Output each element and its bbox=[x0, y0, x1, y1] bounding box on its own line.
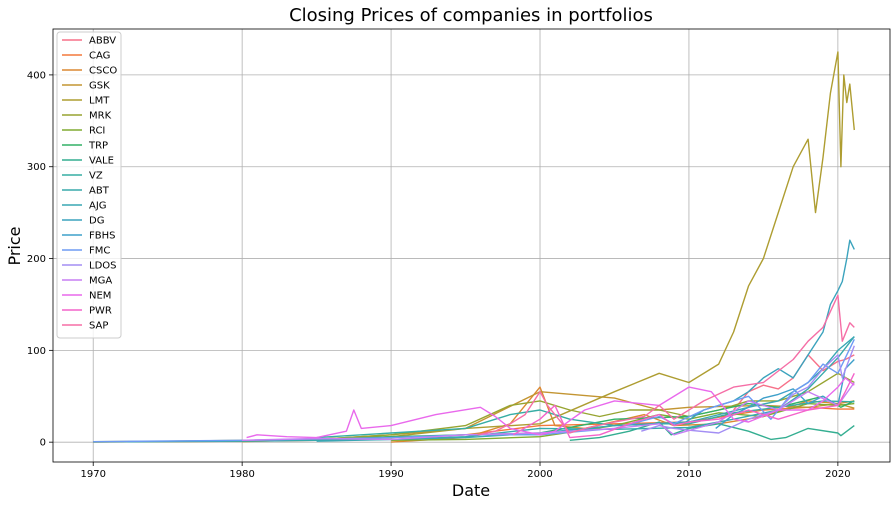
x-tick-label: 1990 bbox=[378, 469, 403, 480]
legend-label: FBHS bbox=[89, 231, 115, 242]
legend-label: LMT bbox=[89, 96, 110, 107]
chart-title: Closing Prices of companies in portfolio… bbox=[289, 5, 653, 26]
legend-label: MRK bbox=[89, 111, 112, 122]
legend-label: AJG bbox=[89, 201, 107, 212]
y-tick-label: 100 bbox=[27, 346, 46, 357]
series-line-vale bbox=[569, 421, 855, 441]
legend-label: ABT bbox=[89, 186, 110, 197]
legend-label: RCI bbox=[89, 126, 105, 137]
axes: 1970 1980 1990 2000 2010 2020 0 100 200 300 400 bbox=[27, 70, 851, 480]
legend-label: TRP bbox=[88, 141, 108, 152]
legend-label: DG bbox=[89, 216, 104, 227]
series-line-fmc bbox=[93, 338, 855, 443]
legend-label: SAP bbox=[89, 321, 108, 332]
x-tick-label: 2010 bbox=[676, 469, 701, 480]
legend-label: CSCO bbox=[89, 66, 117, 77]
y-tick-label: 0 bbox=[40, 438, 46, 449]
legend: ABBV CAG CSCO GSK LMT MRK RCI TRP VALE VZ ABT AJG DG… bbox=[56, 31, 122, 339]
legend-label: FMC bbox=[89, 246, 110, 257]
series-line-nem bbox=[246, 377, 855, 439]
x-tick-label: 2000 bbox=[527, 469, 552, 480]
x-tick-label: 1980 bbox=[229, 469, 254, 480]
legend-label: NEM bbox=[89, 291, 111, 302]
series-line-mga bbox=[242, 382, 855, 441]
y-tick-label: 400 bbox=[27, 70, 46, 81]
legend-box bbox=[56, 31, 122, 339]
legend-label: LDOS bbox=[89, 261, 117, 272]
legend-label: CAG bbox=[89, 51, 110, 62]
legend-label: MGA bbox=[89, 276, 112, 287]
plot-frame bbox=[52, 28, 891, 463]
x-axis-label: Date bbox=[452, 481, 490, 500]
legend-label: ABBV bbox=[89, 36, 116, 47]
y-tick-label: 200 bbox=[27, 254, 46, 265]
grid bbox=[53, 29, 890, 462]
x-tick-label: 1970 bbox=[80, 469, 105, 480]
y-tick-label: 300 bbox=[27, 162, 46, 173]
series-line-sap bbox=[477, 294, 855, 436]
legend-label: PWR bbox=[89, 306, 112, 317]
series-line-lmt bbox=[93, 51, 855, 443]
series-line-fbhs bbox=[715, 359, 855, 429]
y-axis-label: Price bbox=[5, 226, 24, 265]
legend-label: VALE bbox=[89, 156, 114, 167]
series-line-pwr bbox=[512, 372, 855, 439]
legend-label: VZ bbox=[89, 171, 103, 182]
series-lines bbox=[93, 51, 855, 443]
x-tick-label: 2020 bbox=[825, 469, 850, 480]
legend-label: GSK bbox=[89, 81, 110, 92]
